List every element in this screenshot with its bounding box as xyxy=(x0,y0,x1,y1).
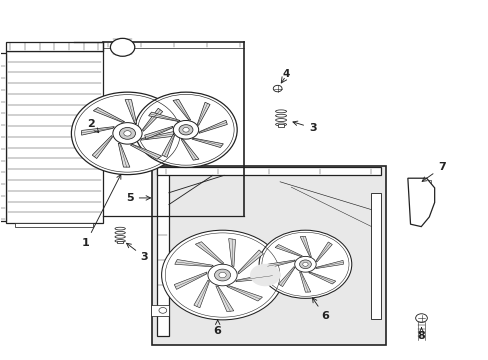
Circle shape xyxy=(123,131,131,136)
Text: 3: 3 xyxy=(126,243,148,262)
Polygon shape xyxy=(215,286,233,312)
Text: 3: 3 xyxy=(292,121,316,133)
Circle shape xyxy=(273,85,282,92)
Bar xyxy=(370,193,380,319)
Polygon shape xyxy=(308,272,335,284)
Text: 8: 8 xyxy=(417,328,425,341)
Bar xyxy=(426,180,430,185)
Bar xyxy=(151,305,168,316)
Polygon shape xyxy=(162,134,174,157)
Polygon shape xyxy=(235,273,272,282)
Polygon shape xyxy=(141,132,173,140)
Bar xyxy=(0,53,5,221)
Bar xyxy=(15,223,93,226)
Circle shape xyxy=(249,264,280,286)
Circle shape xyxy=(161,230,283,320)
Polygon shape xyxy=(130,144,162,159)
Polygon shape xyxy=(267,260,295,268)
Ellipse shape xyxy=(275,123,286,126)
Bar xyxy=(157,167,168,336)
Circle shape xyxy=(179,125,193,135)
Polygon shape xyxy=(226,286,262,301)
Ellipse shape xyxy=(115,227,125,230)
Text: 5: 5 xyxy=(126,193,150,203)
Ellipse shape xyxy=(115,235,125,238)
Polygon shape xyxy=(118,143,130,167)
Circle shape xyxy=(71,92,183,175)
Ellipse shape xyxy=(275,114,286,117)
Polygon shape xyxy=(125,100,137,124)
Polygon shape xyxy=(275,244,302,256)
Polygon shape xyxy=(93,108,124,122)
Circle shape xyxy=(415,314,427,322)
Polygon shape xyxy=(173,99,190,120)
Bar xyxy=(5,51,103,223)
Polygon shape xyxy=(194,280,209,308)
Circle shape xyxy=(259,230,351,298)
Ellipse shape xyxy=(275,110,286,113)
Circle shape xyxy=(214,269,230,281)
Text: 7: 7 xyxy=(421,162,445,181)
Polygon shape xyxy=(300,236,311,257)
Polygon shape xyxy=(81,127,114,135)
Bar xyxy=(5,42,103,51)
Polygon shape xyxy=(299,272,310,292)
Bar xyxy=(117,241,123,243)
Polygon shape xyxy=(181,139,199,160)
Text: 6: 6 xyxy=(213,320,221,336)
Polygon shape xyxy=(195,242,224,263)
Polygon shape xyxy=(316,242,332,262)
Polygon shape xyxy=(191,138,223,148)
Polygon shape xyxy=(199,120,227,133)
Circle shape xyxy=(207,264,237,286)
Polygon shape xyxy=(228,239,235,267)
Polygon shape xyxy=(407,178,434,226)
Circle shape xyxy=(183,127,189,132)
Circle shape xyxy=(173,121,198,139)
Text: 2: 2 xyxy=(87,120,99,132)
Polygon shape xyxy=(197,102,210,125)
Circle shape xyxy=(119,127,135,139)
Circle shape xyxy=(110,39,135,56)
Polygon shape xyxy=(174,272,206,289)
Polygon shape xyxy=(174,260,213,267)
Text: 6: 6 xyxy=(312,298,328,321)
Polygon shape xyxy=(148,112,180,121)
Circle shape xyxy=(219,273,226,278)
Polygon shape xyxy=(238,250,263,274)
Ellipse shape xyxy=(275,118,286,122)
Text: 4: 4 xyxy=(282,69,289,79)
Ellipse shape xyxy=(115,231,125,234)
Circle shape xyxy=(135,92,237,167)
Polygon shape xyxy=(142,108,163,131)
Polygon shape xyxy=(92,135,112,158)
Polygon shape xyxy=(278,266,294,287)
Circle shape xyxy=(294,256,316,272)
Circle shape xyxy=(113,123,142,144)
Polygon shape xyxy=(315,260,343,269)
Circle shape xyxy=(159,307,166,313)
Bar xyxy=(157,167,380,175)
Polygon shape xyxy=(144,126,173,139)
Text: 1: 1 xyxy=(82,174,121,248)
Ellipse shape xyxy=(115,240,125,242)
Bar xyxy=(152,166,385,345)
Circle shape xyxy=(299,260,311,269)
Bar xyxy=(277,125,284,127)
Circle shape xyxy=(302,262,307,266)
